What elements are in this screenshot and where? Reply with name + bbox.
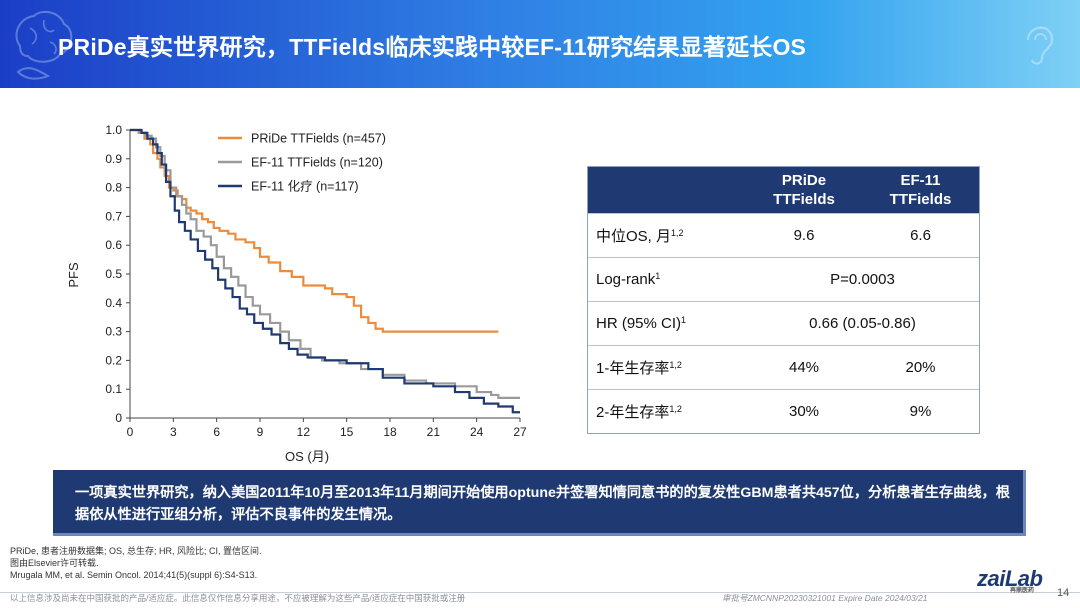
table-row-1yr-survival: 1-年生存率1,2 44% 20% (588, 345, 979, 389)
os-results-table: PRiDe TTFields EF-11 TTFields 中位OS, 月1,2… (587, 166, 980, 434)
header-pride-line2: TTFields (773, 191, 835, 208)
y-tick-label: 0.7 (105, 209, 122, 223)
table-row-2yr-survival: 2-年生存率1,2 30% 9% (588, 389, 979, 433)
callout-text: 一项真实世界研究，纳入美国2011年10月至2013年11月期间开始使用optu… (75, 485, 1010, 523)
survival-curve-1 (130, 128, 499, 333)
table-header-row: PRiDe TTFields EF-11 TTFields (588, 167, 979, 213)
row-label: 2-年生存率 (596, 404, 670, 421)
y-tick-label: 0.9 (105, 152, 122, 166)
x-tick-label: 3 (170, 425, 177, 439)
header-ef11-line2: TTFields (889, 191, 952, 208)
row-label: 1-年生存率 (596, 360, 670, 377)
row-label: Log-rank (596, 271, 656, 288)
x-tick-label: 27 (513, 425, 527, 439)
y-axis-label: PFS (66, 262, 81, 288)
y-tick-label: 0.4 (105, 296, 122, 310)
km-survival-chart: 0 0.1 0.2 0.3 0.4 0.5 0.6 0.7 0.8 0.9 1.0 0 3 6 9 12 15 1… (66, 123, 527, 464)
legend-label-1: PRiDe TTFields (n=457) (251, 132, 386, 146)
approval-number: 审批号ZMCNNP20230321001 Expire Date 2024/03… (722, 593, 928, 603)
study-summary-callout: 一项真实世界研究，纳入美国2011年10月至2013年11月期间开始使用optu… (53, 470, 1026, 536)
x-tick-label: 12 (297, 425, 311, 439)
y-tick-label: 0.8 (105, 181, 122, 195)
table-row-hr: HR (95% CI)1 0.66 (0.05-0.86) (588, 301, 979, 345)
row-label: 中位OS, 月 (596, 228, 672, 245)
cell-ef11-value: 9% (909, 403, 932, 420)
bottom-divider (0, 592, 1080, 593)
ear-icon (1026, 26, 1054, 65)
footnotes: PRiDe, 患者注册数据集; OS, 总生存; HR, 风险比; CI, 置信… (10, 545, 262, 581)
cell-pride-value: 9.6 (793, 227, 815, 244)
table-row-logrank: Log-rank1 P=0.0003 (588, 257, 979, 301)
cell-pride-value: 44% (788, 359, 820, 376)
page-number: 14 (1057, 587, 1070, 599)
x-axis-label: OS (月) (285, 449, 329, 464)
y-tick-label: 0.1 (105, 382, 122, 396)
logo-wordmark: zaiLab (977, 566, 1043, 591)
footnote-permission: 图由Elsevier许可转载. (10, 558, 99, 568)
table-header-pride: PRiDe TTFields (746, 167, 862, 213)
y-tick-label: 0.6 (105, 238, 122, 252)
row-label-sup: 1 (655, 271, 661, 281)
x-tick-label: 6 (213, 425, 220, 439)
company-logo: zaiLab 再鼎医药 (977, 566, 1043, 594)
x-tick-label: 9 (257, 425, 264, 439)
x-tick-label: 15 (340, 425, 354, 439)
row-label: HR (95% CI) (596, 315, 682, 332)
table-header-blank (588, 167, 746, 213)
table-row-median-os: 中位OS, 月1,2 9.6 6.6 (588, 213, 979, 257)
y-tick-label: 0 (115, 411, 122, 425)
cell-pride-value: 30% (788, 403, 820, 420)
y-tick-label: 0.3 (105, 325, 122, 339)
legend-label-2: EF-11 TTFields (n=120) (251, 156, 383, 170)
x-tick-label: 18 (383, 425, 397, 439)
row-label-sup: 1,2 (671, 228, 684, 238)
y-tick-label: 1.0 (105, 123, 122, 137)
disclaimer-text: 以上信息涉及尚未在中国获批的产品/适应症。此信息仅作信息分享用途，不应被理解为这… (10, 593, 466, 603)
survival-curve-3 (130, 128, 520, 414)
x-tick-label: 24 (470, 425, 484, 439)
header-ef11-line1: EF-11 (900, 172, 941, 189)
cell-ef11-value: 6.6 (910, 227, 931, 244)
brain-illustration (15, 10, 73, 80)
footnote-abbreviations: PRiDe, 患者注册数据集; OS, 总生存; HR, 风险比; CI, 置信… (10, 546, 262, 556)
logo-subtext: 再鼎医药 (1010, 588, 1035, 594)
header-banner: PRiDe真实世界研究，TTFields临床实践中较EF-11研究结果显著延长O… (0, 0, 1080, 88)
header-pride-line1: PRiDe (781, 172, 827, 189)
y-tick-label: 0.2 (105, 353, 122, 367)
x-tick-label: 21 (427, 425, 441, 439)
footnote-reference: Mrugala MM, et al. Semin Oncol. 2014;41(… (10, 570, 258, 580)
y-tick-label: 0.5 (105, 267, 122, 281)
cell-span-value: 0.66 (0.05-0.86) (809, 315, 916, 332)
cell-span-value: P=0.0003 (830, 271, 895, 288)
legend-label-3: EF-11 化疗 (n=117) (251, 180, 359, 194)
row-label-sup: 1,2 (669, 404, 682, 414)
table-header-ef11: EF-11 TTFields (862, 167, 979, 213)
row-label-sup: 1 (681, 315, 687, 325)
page-title: PRiDe真实世界研究，TTFields临床实践中较EF-11研究结果显著延长O… (58, 34, 807, 60)
row-label-sup: 1,2 (669, 360, 682, 370)
x-tick-label: 0 (127, 425, 134, 439)
cell-ef11-value: 20% (905, 359, 936, 376)
